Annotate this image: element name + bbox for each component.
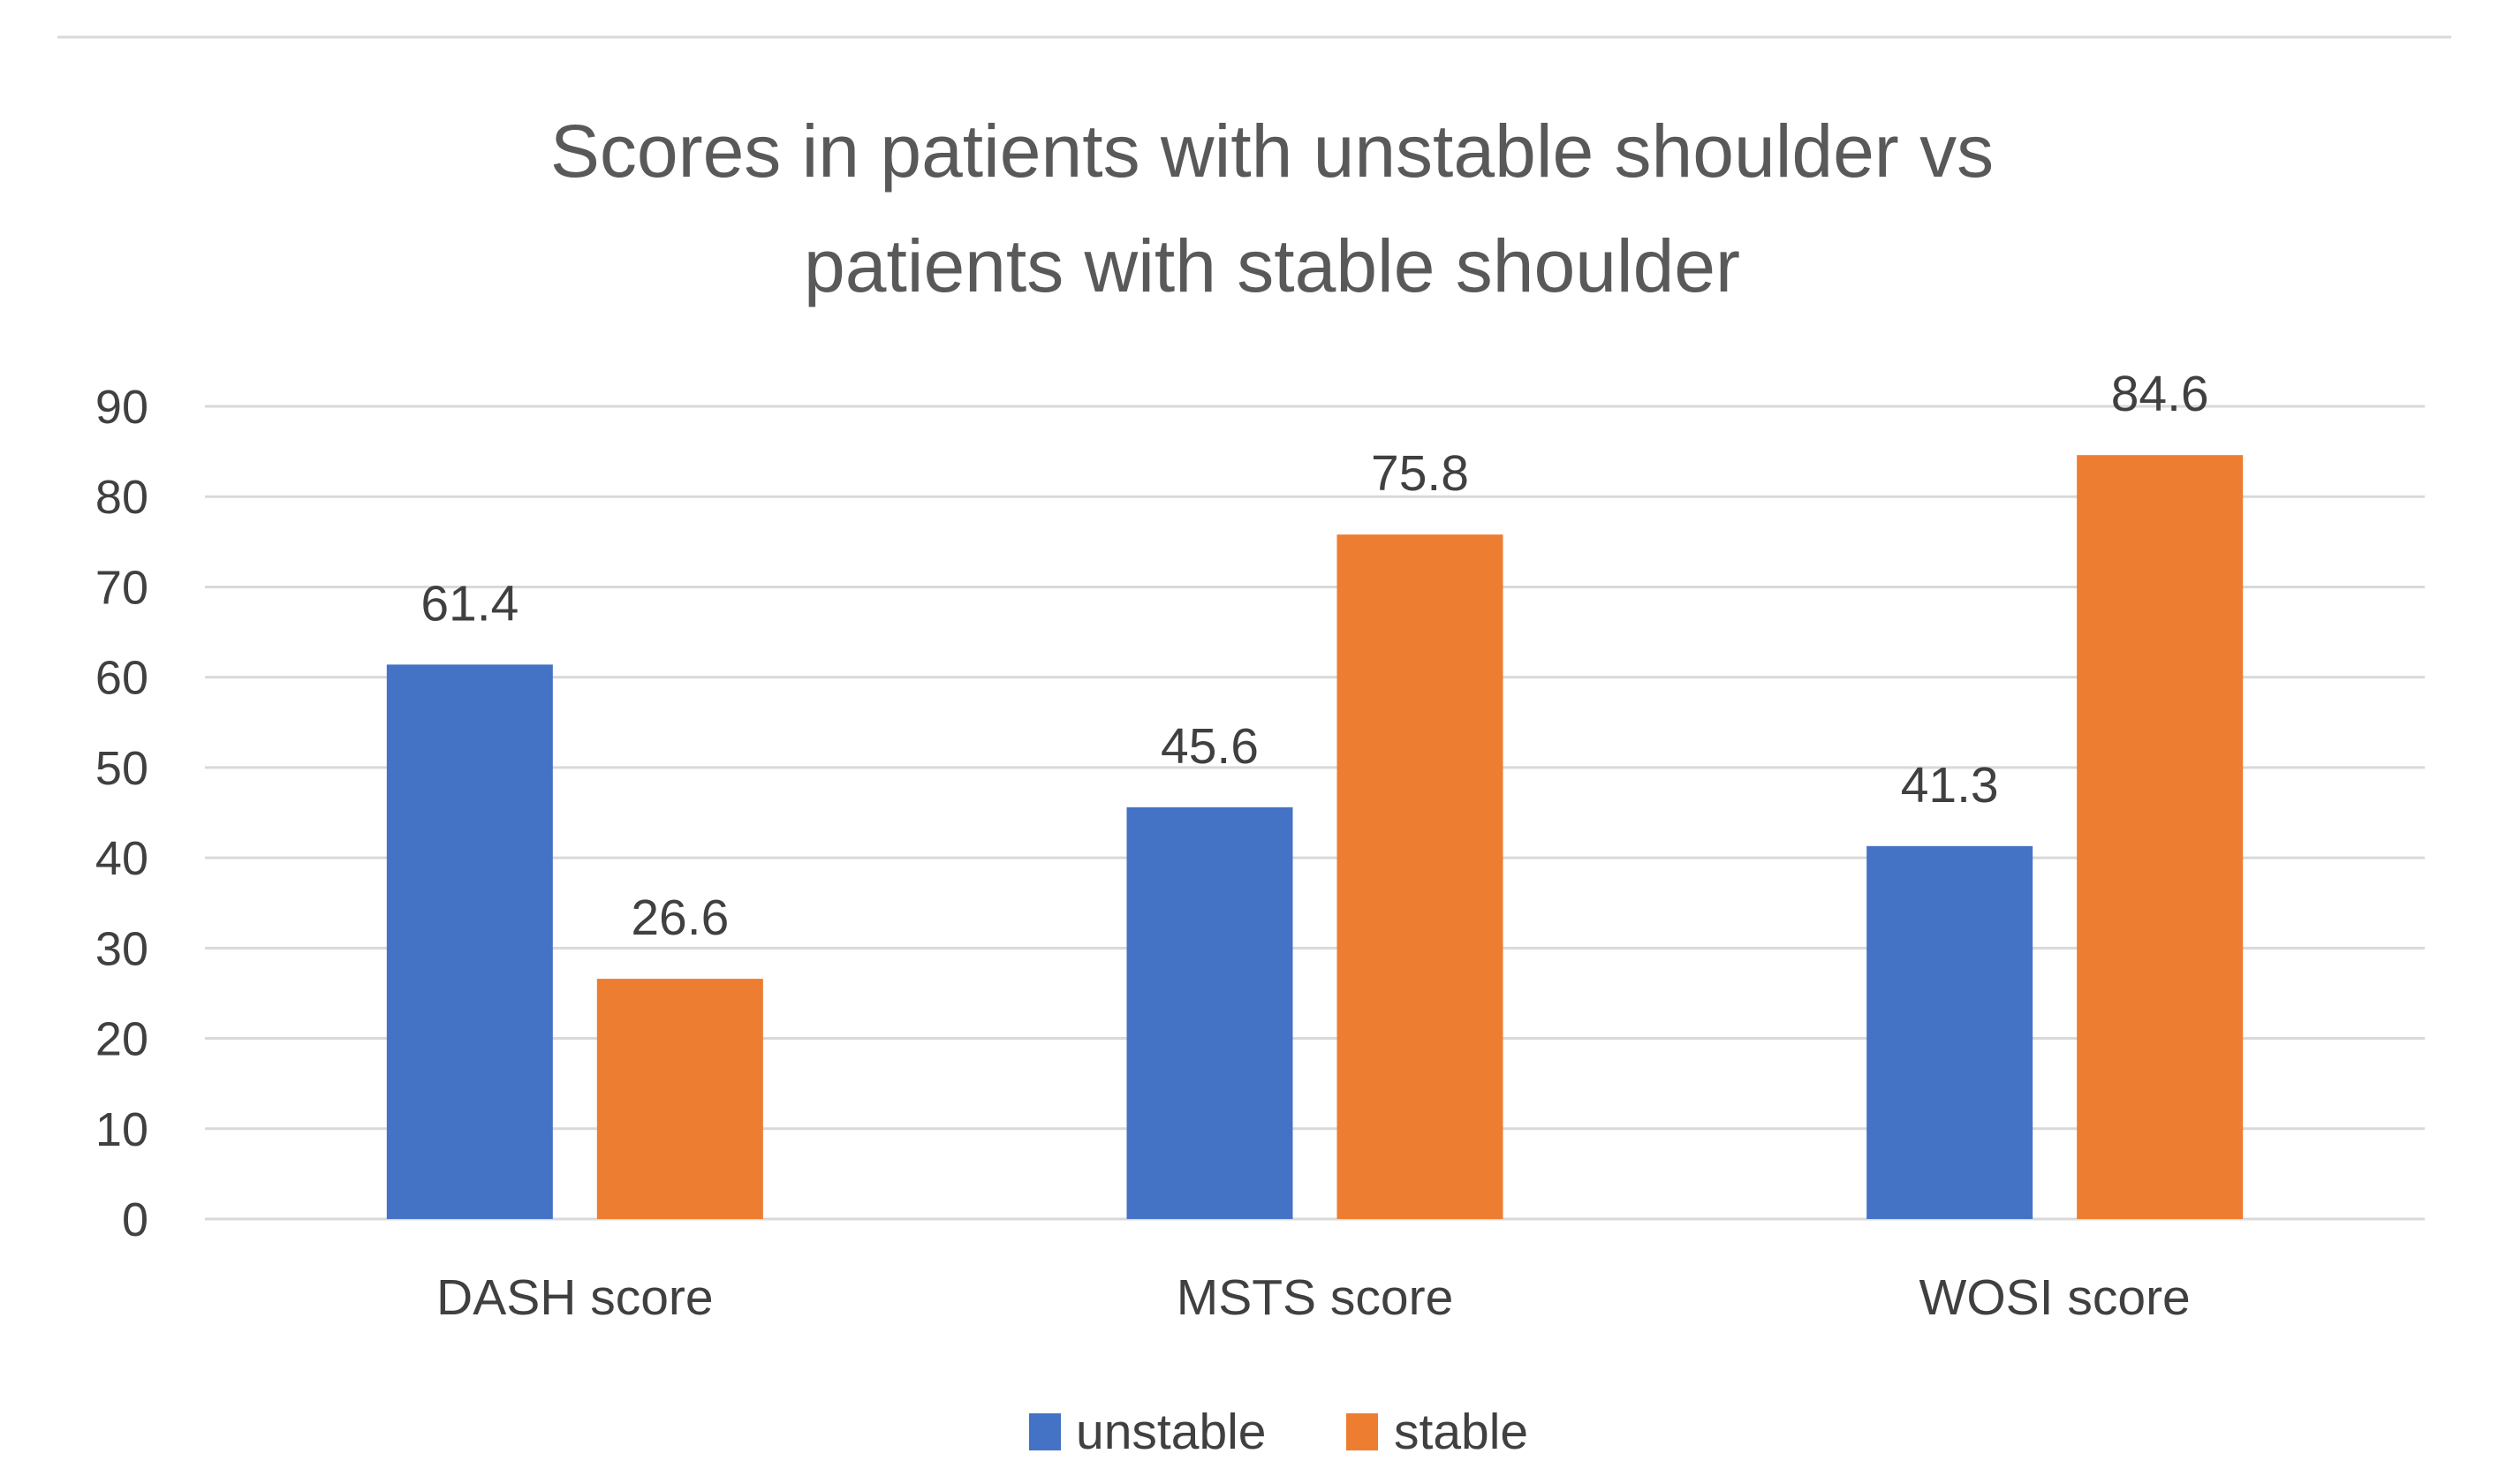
- y-tick-label: 20: [95, 1013, 148, 1066]
- x-category-label: MSTS score: [1177, 1269, 1454, 1326]
- legend-swatch-unstable: [1029, 1413, 1061, 1450]
- legend: unstable stable: [1029, 1404, 1528, 1460]
- data-label: 75.8: [1371, 445, 1469, 502]
- y-tick-label: 60: [95, 652, 148, 705]
- bars: [386, 455, 2244, 1219]
- data-label: 84.6: [2111, 366, 2209, 422]
- x-category-label: WOSI score: [1919, 1269, 2191, 1326]
- y-tick-label: 90: [95, 381, 148, 434]
- data-label: 41.3: [1901, 757, 1999, 814]
- chart-title: Scores in patients with unstable shoulde…: [550, 110, 1994, 307]
- bar-unstable-wosi-score: [1866, 845, 2033, 1219]
- y-tick-label: 10: [95, 1103, 148, 1156]
- data-label: 45.6: [1161, 718, 1259, 775]
- gridlines: [205, 405, 2425, 1221]
- y-tick-label: 50: [95, 742, 148, 795]
- chart-title-line-2: patients with stable shoulder: [804, 224, 1740, 307]
- x-category-label: DASH score: [436, 1269, 714, 1326]
- bar-stable-msts-score: [1336, 534, 1503, 1219]
- x-axis: DASH score MSTS score WOSI score: [436, 1269, 2191, 1326]
- y-tick-label: 40: [95, 832, 148, 885]
- chart-title-line-1: Scores in patients with unstable shoulde…: [550, 110, 1994, 193]
- y-tick-label: 70: [95, 561, 148, 614]
- y-tick-label: 0: [122, 1193, 148, 1246]
- bar-unstable-dash-score: [386, 664, 553, 1219]
- bar-stable-wosi-score: [2077, 455, 2244, 1219]
- data-labels: 61.4 26.6 45.6 75.8 41.3 84.6: [420, 366, 2208, 946]
- y-tick-label: 80: [95, 471, 148, 524]
- bar-unstable-msts-score: [1126, 806, 1293, 1219]
- data-label: 61.4: [420, 575, 519, 632]
- legend-label-stable: stable: [1394, 1404, 1528, 1460]
- legend-label-unstable: unstable: [1076, 1404, 1267, 1460]
- y-tick-label: 30: [95, 922, 148, 975]
- y-axis: 0 10 20 30 40 50 60 70 80 90: [95, 381, 148, 1246]
- legend-swatch-stable: [1346, 1413, 1378, 1450]
- bar-stable-dash-score: [596, 979, 763, 1219]
- data-label: 26.6: [631, 890, 729, 946]
